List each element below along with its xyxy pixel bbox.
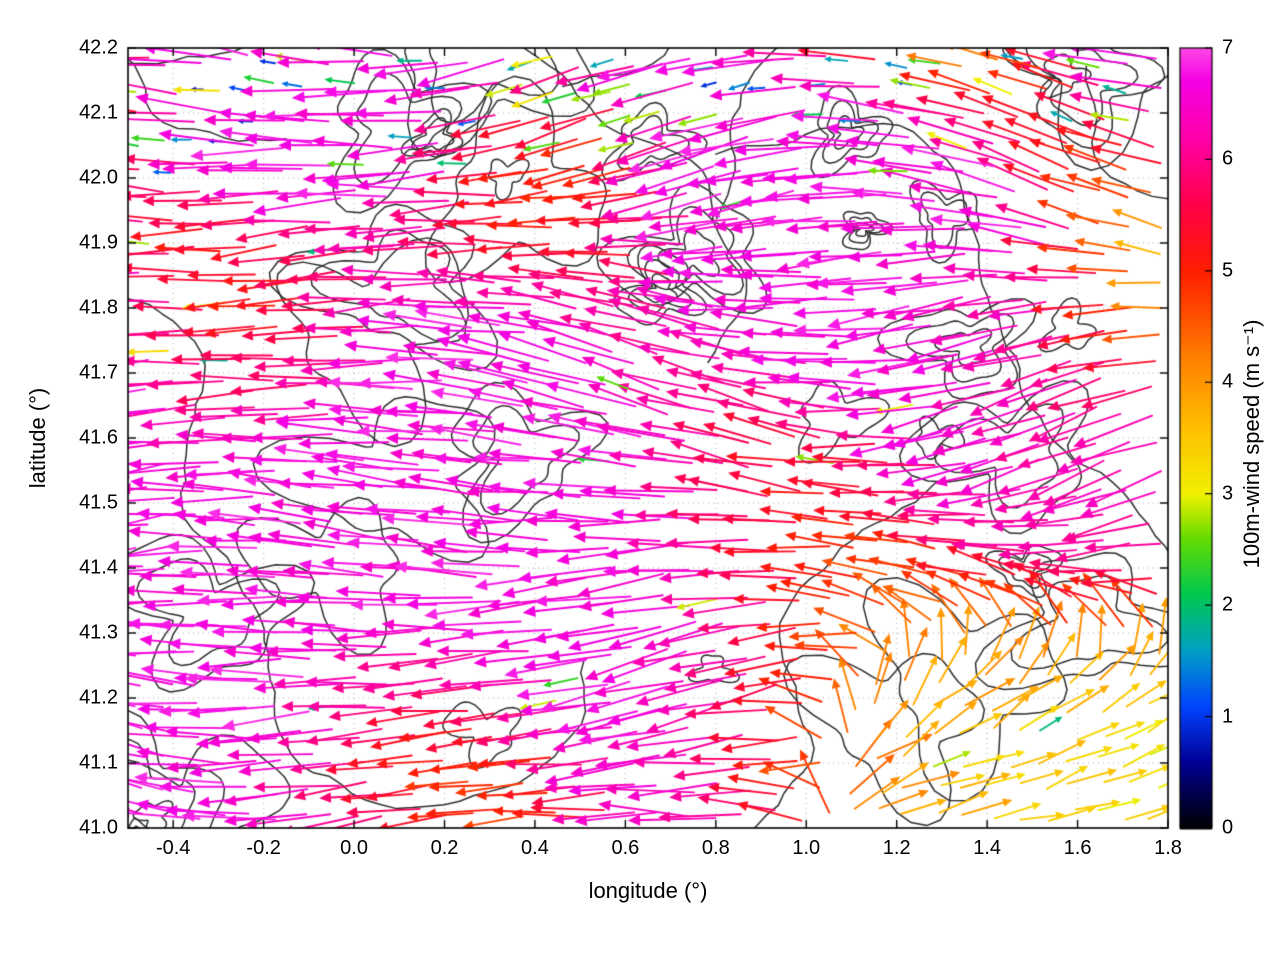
x-tick-label: 1.2 [882,837,911,859]
y-tick-label: 41.0 [79,816,118,839]
y-tick-label: 41.9 [79,231,118,254]
y-tick-label: 41.3 [79,621,118,644]
colorbar-tick-label: 5 [1222,259,1234,282]
colorbar-tick-label: 2 [1222,593,1234,616]
colorbar-tick-label: 3 [1222,482,1234,505]
x-tick-label: 0.0 [340,837,368,859]
x-tick-label: 1.8 [1154,837,1182,859]
y-tick-label: 42.1 [79,101,118,124]
y-tick-label: 42.0 [79,166,118,189]
x-tick-label: 0.8 [701,837,730,859]
y-tick-label: 41.8 [79,296,118,319]
x-tick-label: 0.2 [430,837,459,859]
x-tick-label: 1.6 [1063,837,1092,859]
colorbar-tick-label: 1 [1222,705,1234,728]
x-tick-label: -0.4 [155,837,191,859]
colorbar-tick-label: 0 [1222,816,1234,839]
y-tick-label: 41.7 [79,361,118,384]
x-axis-title: longitude (°) [588,878,708,903]
y-axis-title: latitude (°) [25,387,50,489]
x-tick-label: -0.2 [246,837,281,859]
y-tick-label: 41.4 [79,556,118,579]
colorbar-title: 100m-wind speed (m s⁻¹) [1239,319,1264,569]
colorbar-tick-label: 6 [1222,147,1234,170]
colorbar-tick-label: 4 [1222,370,1234,393]
y-tick-label: 41.1 [79,751,118,774]
y-tick-label: 42.2 [79,36,118,59]
x-tick-label: 0.4 [521,837,549,859]
x-tick-label: 1.0 [792,837,821,859]
y-tick-label: 41.5 [79,491,118,514]
y-tick-label: 41.2 [79,686,118,709]
colorbar-tick-label: 7 [1222,36,1234,59]
x-tick-label: 1.4 [973,837,1002,859]
x-tick-label: 0.6 [611,837,640,859]
y-tick-label: 41.6 [79,426,118,449]
